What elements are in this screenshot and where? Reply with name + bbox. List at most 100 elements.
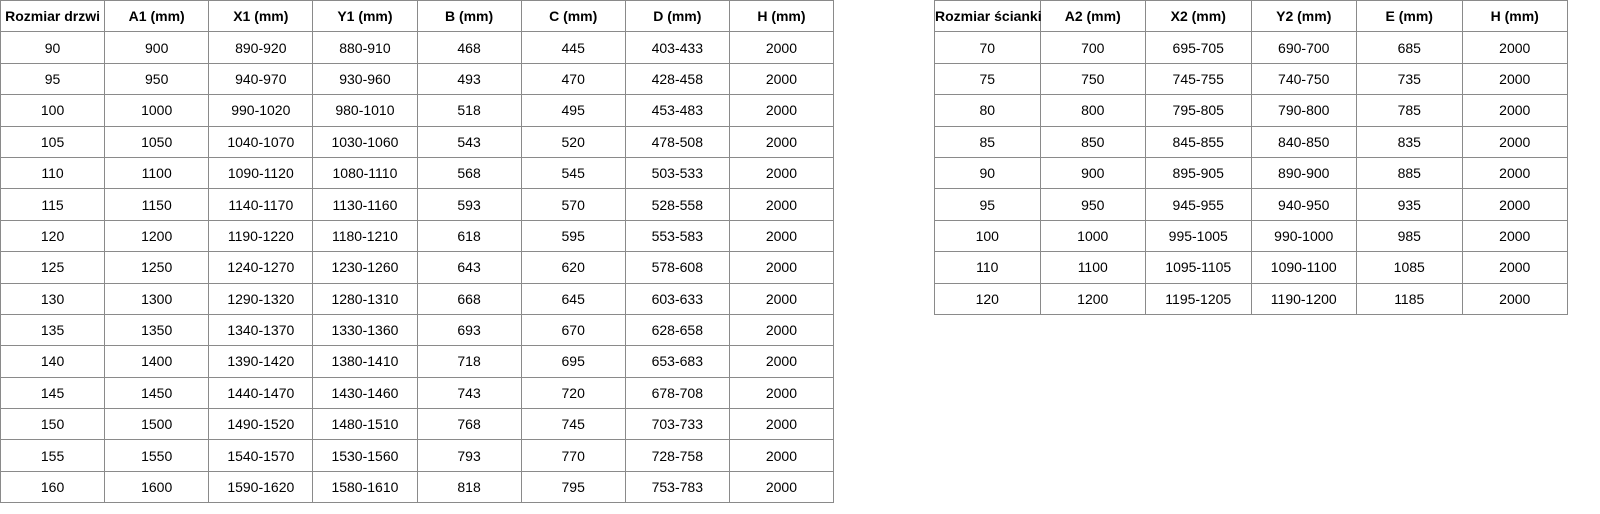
table-cell: 845-855 xyxy=(1145,125,1252,158)
table-cell: 1195-1205 xyxy=(1145,282,1252,315)
table-row: 100 1000 995-1005 990-1000 985 2000 xyxy=(934,219,1568,253)
table-cell: 1350 xyxy=(104,313,210,347)
column-header: A1 (mm) xyxy=(104,0,210,33)
table-cell: 985 xyxy=(1356,219,1463,253)
table-cell: 90 xyxy=(0,31,106,64)
table-cell: 995-1005 xyxy=(1145,219,1252,253)
table-cell: 740-750 xyxy=(1250,62,1357,96)
table-cell: 890-900 xyxy=(1250,156,1357,190)
table-cell: 930-960 xyxy=(312,62,418,96)
table-row: 110 1100 1090-1120 1080-1110 568 545 503-533 20… xyxy=(0,156,835,190)
table-cell: 403-433 xyxy=(624,31,730,64)
table-cell: 2000 xyxy=(1461,219,1568,253)
table-row: 120 1200 1190-1220 1180-1210 618 595 553-583 20… xyxy=(0,219,835,253)
table-cell: 2000 xyxy=(728,156,835,190)
table-cell: 790-800 xyxy=(1250,94,1357,127)
table-cell: 795 xyxy=(520,470,626,504)
table-cell: 160 xyxy=(0,470,106,504)
table-cell: 980-1010 xyxy=(312,94,418,127)
table-cell: 795-805 xyxy=(1145,94,1252,127)
column-header: E (mm) xyxy=(1356,0,1463,33)
table-cell: 1130-1160 xyxy=(312,188,418,221)
table-cell: 2000 xyxy=(728,345,835,378)
table-cell: 125 xyxy=(0,251,106,284)
table-cell: 885 xyxy=(1356,156,1463,190)
table-cell: 940-950 xyxy=(1250,188,1357,221)
table-cell: 1590-1620 xyxy=(208,470,314,504)
column-header: B (mm) xyxy=(416,0,522,33)
table-cell: 2000 xyxy=(728,219,835,253)
column-header: H (mm) xyxy=(728,0,835,33)
table-cell: 990-1020 xyxy=(208,94,314,127)
table-cell: 1185 xyxy=(1356,282,1463,315)
table-cell: 700 xyxy=(1039,31,1146,64)
table-cell: 768 xyxy=(416,408,522,441)
table-row: 85 850 845-855 840-850 835 2000 xyxy=(934,125,1568,158)
table-cell: 470 xyxy=(520,62,626,96)
table-cell: 685 xyxy=(1356,31,1463,64)
table-cell: 100 xyxy=(0,94,106,127)
table-cell: 95 xyxy=(0,62,106,96)
column-header: Y2 (mm) xyxy=(1250,0,1357,33)
table-cell: 553-583 xyxy=(624,219,730,253)
table-cell: 895-905 xyxy=(1145,156,1252,190)
table-cell: 1250 xyxy=(104,251,210,284)
table-cell: 140 xyxy=(0,345,106,378)
table-row: 95 950 940-970 930-960 493 470 428-458 2000 xyxy=(0,62,835,96)
header-row: Rozmiar ścianki A2 (mm) X2 (mm) Y2 (mm) E (m… xyxy=(934,0,1568,33)
table-cell: 150 xyxy=(0,408,106,441)
table-cell: 1000 xyxy=(1039,219,1146,253)
table-cell: 2000 xyxy=(728,251,835,284)
table-cell: 445 xyxy=(520,31,626,64)
table-cell: 85 xyxy=(934,125,1041,158)
table-cell: 1400 xyxy=(104,345,210,378)
table-cell: 603-633 xyxy=(624,282,730,315)
table-cell: 110 xyxy=(0,156,106,190)
table-cell: 1580-1610 xyxy=(312,470,418,504)
table-cell: 578-608 xyxy=(624,251,730,284)
table-row: 145 1450 1440-1470 1430-1460 743 720 678-708 20… xyxy=(0,376,835,410)
table-cell: 2000 xyxy=(728,408,835,441)
table-cell: 2000 xyxy=(728,313,835,347)
table-cell: 835 xyxy=(1356,125,1463,158)
table-cell: 115 xyxy=(0,188,106,221)
wall-dimensions-table: Rozmiar ścianki A2 (mm) X2 (mm) Y2 (mm) E (m… xyxy=(934,0,1568,315)
table-cell: 1190-1220 xyxy=(208,219,314,253)
table-cell: 950 xyxy=(104,62,210,96)
table-cell: 785 xyxy=(1356,94,1463,127)
table-cell: 728-758 xyxy=(624,439,730,472)
table-cell: 1280-1310 xyxy=(312,282,418,315)
table-cell: 800 xyxy=(1039,94,1146,127)
column-header: C (mm) xyxy=(520,0,626,33)
table-cell: 1090-1120 xyxy=(208,156,314,190)
table-cell: 593 xyxy=(416,188,522,221)
table-cell: 95 xyxy=(934,188,1041,221)
table-cell: 670 xyxy=(520,313,626,347)
table-row: 150 1500 1490-1520 1480-1510 768 745 703-733 20… xyxy=(0,408,835,441)
table-cell: 495 xyxy=(520,94,626,127)
table-cell: 1390-1420 xyxy=(208,345,314,378)
table-cell: 520 xyxy=(520,125,626,158)
table-cell: 695-705 xyxy=(1145,31,1252,64)
table-cell: 770 xyxy=(520,439,626,472)
table-cell: 1490-1520 xyxy=(208,408,314,441)
table-row: 115 1150 1140-1170 1130-1160 593 570 528-558 20… xyxy=(0,188,835,221)
table-cell: 750 xyxy=(1039,62,1146,96)
table-cell: 2000 xyxy=(1461,156,1568,190)
table-cell: 668 xyxy=(416,282,522,315)
table-cell: 1040-1070 xyxy=(208,125,314,158)
table-cell: 1100 xyxy=(104,156,210,190)
table-cell: 2000 xyxy=(728,125,835,158)
table-cell: 703-733 xyxy=(624,408,730,441)
table-cell: 1180-1210 xyxy=(312,219,418,253)
table-cell: 80 xyxy=(934,94,1041,127)
table-cell: 628-658 xyxy=(624,313,730,347)
table-cell: 1140-1170 xyxy=(208,188,314,221)
table-cell: 453-483 xyxy=(624,94,730,127)
column-header: X1 (mm) xyxy=(208,0,314,33)
table-cell: 120 xyxy=(934,282,1041,315)
table-cell: 1430-1460 xyxy=(312,376,418,410)
column-header: D (mm) xyxy=(624,0,730,33)
table-row: 90 900 890-920 880-910 468 445 403-433 2000 xyxy=(0,31,835,64)
table-cell: 1090-1100 xyxy=(1250,251,1357,284)
